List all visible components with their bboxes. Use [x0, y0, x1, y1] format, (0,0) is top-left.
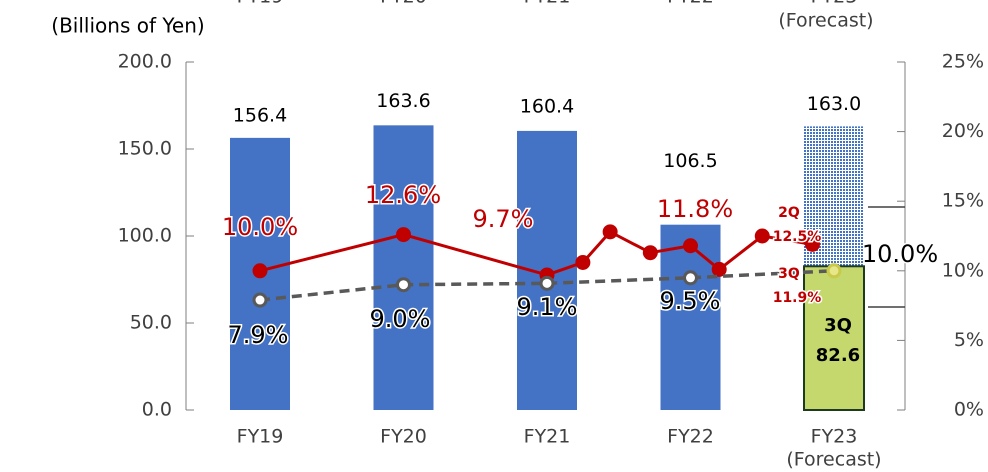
x-tick-label: FY23: [811, 426, 858, 448]
bar-value-label: 156.4: [233, 104, 287, 126]
point: [396, 277, 411, 293]
bar: [660, 224, 721, 410]
line-value-label: 11.8%: [657, 195, 733, 223]
point: [252, 292, 268, 308]
y2-tick-label: 20%: [942, 120, 984, 142]
y2-tick-label: 15%: [942, 190, 984, 212]
y-tick-label: 0.0: [142, 399, 172, 421]
line-value-label: 9.5%: [660, 287, 721, 315]
point: [754, 228, 770, 244]
bracket: [868, 206, 905, 308]
y2-tick-label: 0%: [954, 399, 984, 421]
point: [539, 275, 555, 291]
line-value-label: 10.0%: [222, 213, 298, 241]
x-tick-label: FY21: [524, 426, 571, 448]
y-tick-label: 150.0: [118, 138, 172, 160]
x-tick-label-top: FY22: [667, 0, 714, 8]
line-value-label: 9.1%: [517, 293, 578, 321]
line-value-label: 9.7%: [473, 205, 534, 233]
line-point-name: 3Q: [778, 266, 800, 282]
bar-name-label: 3Q: [824, 315, 852, 336]
line-value-label: 7.9%: [228, 321, 289, 349]
y2-tick-label: 5%: [954, 329, 984, 351]
x-tick-label-top: FY23: [811, 0, 858, 8]
bar-value-label: 82.6: [816, 345, 860, 366]
bar: [803, 265, 865, 411]
point: [683, 270, 698, 286]
y-tick-label: 100.0: [118, 225, 172, 247]
x-tick-label: FY19: [237, 426, 284, 448]
x-tick-label-top: FY19: [237, 0, 284, 8]
line-value-label: 9.0%: [370, 305, 431, 333]
x-tick-label: FY20: [380, 426, 427, 448]
y-tick-label: 50.0: [130, 312, 172, 334]
point: [575, 254, 591, 270]
point: [252, 263, 268, 279]
point: [642, 245, 658, 261]
x-tick-note-top: (Forecast): [778, 10, 873, 32]
y-tick-label: 200.0: [118, 51, 172, 73]
line-value-label: 12.5%: [773, 229, 822, 245]
point: [711, 261, 727, 277]
x-tick-label-top: FY20: [380, 0, 427, 8]
point: [804, 236, 820, 252]
x-tick-note: (Forecast): [786, 449, 881, 471]
x-tick-label-top: FY21: [524, 0, 571, 8]
point: [683, 238, 698, 254]
x-tick-label: FY22: [667, 426, 714, 448]
point: [602, 224, 618, 240]
line-value-label: 12.6%: [365, 181, 441, 209]
bar: [373, 125, 434, 410]
line-value-label: 11.9%: [773, 290, 822, 306]
bar-value-label: 163.0: [807, 93, 861, 115]
line: [259, 269, 835, 302]
line: [259, 229, 813, 277]
y2-tick-label: 10%: [942, 259, 984, 281]
point: [396, 227, 411, 243]
line-value-label: 10.0%: [862, 240, 938, 268]
bar-value-label: 160.4: [520, 95, 574, 117]
y2-tick-label: 25%: [942, 51, 984, 73]
bar-value-label: 106.5: [663, 150, 717, 172]
y-axis-label: (Billions of Yen): [51, 14, 204, 38]
line-point-name: 2Q: [778, 205, 800, 221]
point: [826, 263, 842, 279]
bar-value-label: 163.6: [376, 90, 430, 112]
